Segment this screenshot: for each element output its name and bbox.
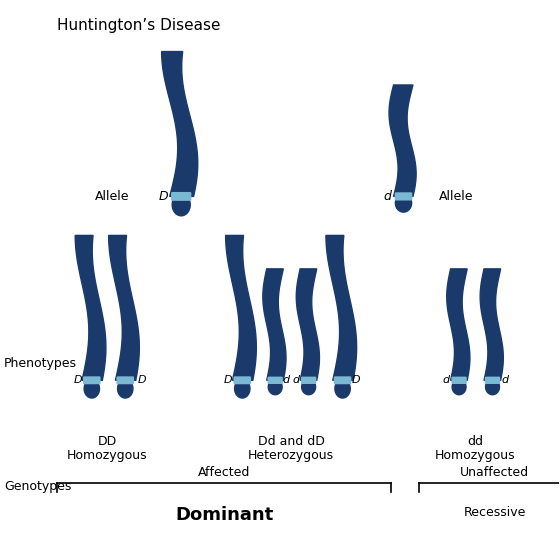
Polygon shape [235, 379, 250, 398]
Polygon shape [162, 52, 198, 197]
Text: d: d [443, 375, 450, 385]
FancyBboxPatch shape [171, 192, 192, 201]
Polygon shape [84, 379, 100, 398]
FancyBboxPatch shape [451, 377, 467, 384]
Text: Allele: Allele [95, 190, 129, 203]
Text: Recessive: Recessive [463, 506, 526, 519]
Text: Genotypes: Genotypes [4, 480, 72, 493]
Polygon shape [268, 379, 282, 395]
Polygon shape [226, 235, 256, 380]
Text: D: D [159, 190, 169, 203]
Polygon shape [480, 269, 503, 380]
Text: d: d [292, 375, 300, 385]
FancyBboxPatch shape [334, 376, 351, 384]
FancyBboxPatch shape [83, 376, 101, 384]
Text: D: D [351, 375, 360, 385]
Polygon shape [452, 379, 466, 395]
Polygon shape [389, 85, 416, 197]
FancyBboxPatch shape [485, 377, 500, 384]
Text: Affected: Affected [198, 466, 250, 479]
Text: Huntington’s Disease: Huntington’s Disease [57, 18, 221, 33]
Text: Dd and dD: Dd and dD [258, 435, 325, 448]
Text: Unaffected: Unaffected [460, 466, 529, 479]
Polygon shape [118, 379, 133, 398]
FancyBboxPatch shape [395, 192, 412, 200]
Polygon shape [335, 379, 350, 398]
Polygon shape [109, 235, 139, 380]
Polygon shape [302, 379, 316, 395]
Text: Homozygous: Homozygous [67, 449, 148, 462]
Text: Homozygous: Homozygous [435, 449, 515, 462]
Text: Dominant: Dominant [175, 506, 273, 524]
Text: d: d [384, 190, 391, 203]
Text: d: d [283, 375, 290, 385]
Text: D: D [73, 375, 82, 385]
FancyBboxPatch shape [116, 376, 134, 384]
Text: Allele: Allele [439, 190, 473, 203]
Polygon shape [75, 235, 106, 380]
Polygon shape [395, 194, 412, 212]
Text: DD: DD [97, 435, 117, 448]
Polygon shape [486, 379, 500, 395]
Text: D: D [224, 375, 232, 385]
Polygon shape [447, 269, 470, 380]
Text: D: D [138, 375, 147, 385]
Text: Heterozygous: Heterozygous [248, 449, 334, 462]
FancyBboxPatch shape [268, 377, 283, 384]
Polygon shape [172, 194, 190, 216]
Text: d: d [502, 375, 509, 385]
FancyBboxPatch shape [234, 376, 251, 384]
Text: Phenotypes: Phenotypes [4, 357, 77, 370]
Polygon shape [296, 269, 319, 380]
FancyBboxPatch shape [301, 377, 316, 384]
Polygon shape [326, 235, 357, 380]
Text: dd: dd [467, 435, 483, 448]
Polygon shape [263, 269, 286, 380]
